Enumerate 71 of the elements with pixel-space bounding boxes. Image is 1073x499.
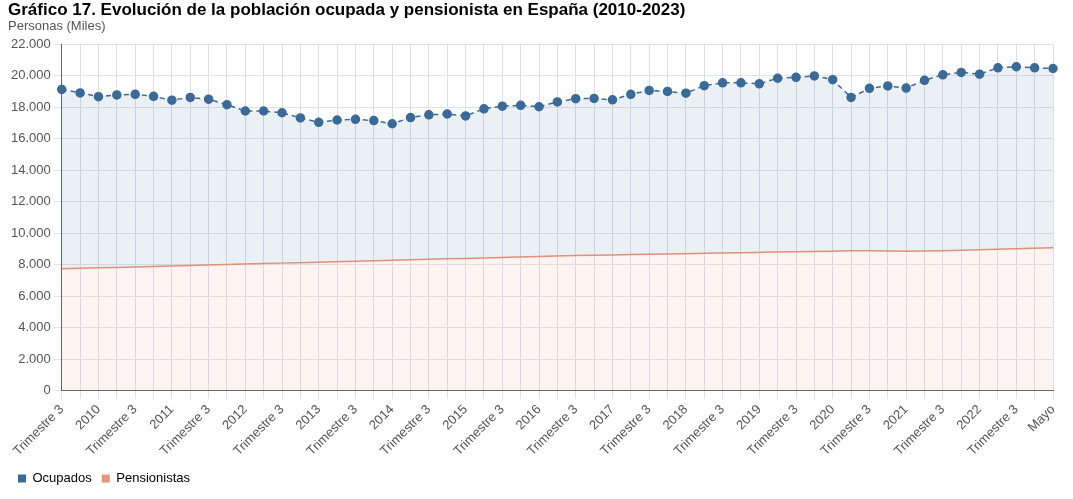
point [442, 109, 452, 119]
point [974, 69, 985, 79]
point [1011, 62, 1022, 72]
point [497, 101, 508, 111]
point [185, 92, 196, 103]
point [607, 95, 618, 105]
y-tick-label: 14.000 [11, 161, 51, 177]
point [736, 78, 746, 88]
point [258, 106, 269, 116]
y-tick-label: 20.000 [11, 67, 51, 83]
point [387, 119, 397, 129]
point [314, 117, 324, 128]
y-tick-label: 10.000 [11, 224, 51, 240]
point [956, 67, 966, 78]
y-tick-label: 4.000 [18, 319, 51, 335]
point [827, 74, 838, 85]
legend-label: Ocupados [32, 470, 93, 486]
point [534, 102, 544, 112]
point [332, 115, 342, 125]
y-tick-label: 6.000 [18, 287, 51, 303]
point [369, 115, 379, 126]
point [772, 73, 783, 84]
point [1029, 63, 1040, 73]
point [460, 111, 471, 121]
point [75, 88, 85, 98]
point [644, 85, 654, 96]
point [699, 80, 709, 91]
y-tick-label: 8.000 [18, 256, 51, 272]
point [938, 70, 948, 80]
point [901, 83, 911, 93]
point [93, 91, 104, 102]
point [846, 92, 856, 103]
point [479, 104, 489, 114]
point [222, 99, 232, 110]
point [809, 71, 820, 81]
point [717, 78, 728, 88]
legend-label: Pensionistas [116, 470, 191, 486]
point [148, 91, 159, 102]
point [681, 88, 691, 98]
chart-title: Gráfico 17. Evolución de la población ocupada y pensionista en España (2010-2023) [8, 0, 686, 19]
point [203, 94, 214, 104]
point [662, 86, 673, 97]
point [919, 75, 930, 86]
point [589, 93, 599, 104]
y-tick-label: 16.000 [11, 130, 51, 146]
point [626, 89, 636, 100]
point [240, 106, 251, 116]
point [350, 114, 361, 125]
y-tick-label: 2.000 [18, 350, 51, 366]
point [883, 81, 893, 91]
point [552, 97, 563, 107]
y-tick-label: 12.000 [11, 193, 51, 209]
y-tick-label: 18.000 [11, 98, 51, 114]
point [754, 79, 765, 89]
y-tick-label: 22.000 [11, 35, 51, 51]
point [515, 100, 526, 111]
point [993, 63, 1003, 73]
point [791, 72, 801, 83]
point [864, 83, 875, 94]
y-tick-label: 0 [43, 382, 51, 398]
point [277, 107, 287, 118]
point [405, 112, 416, 123]
point [112, 90, 122, 100]
point [1048, 63, 1058, 74]
point [167, 95, 177, 105]
point [57, 84, 67, 95]
point [295, 113, 306, 123]
y-axis-title: Personas (Miles) [8, 18, 106, 34]
point [130, 89, 140, 100]
point [570, 93, 581, 104]
point [424, 110, 434, 120]
